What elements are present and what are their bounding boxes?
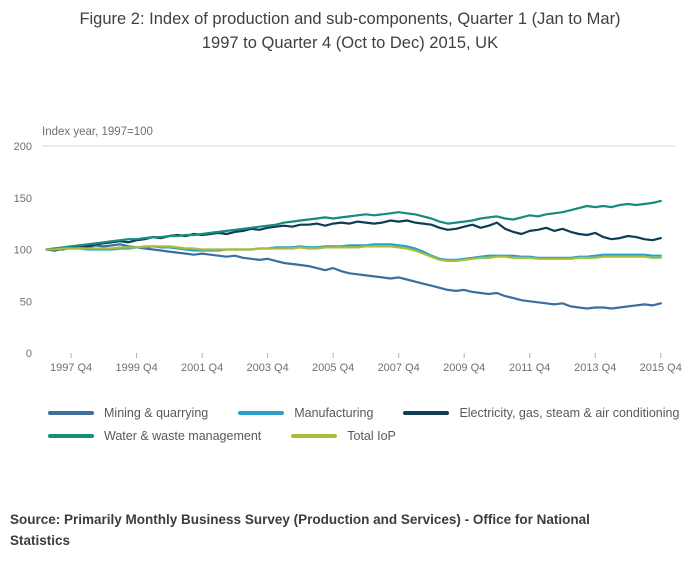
y-axis-unit-label: Index year, 1997=100: [42, 126, 153, 138]
series-line-water-waste-management: [45, 199, 662, 251]
legend-item-manufacturing: Manufacturing: [238, 406, 373, 420]
x-tick-label: 1997 Q4: [50, 362, 92, 374]
series-line-mining-quarrying: [45, 243, 662, 310]
legend-label-water-waste: Water & waste management: [104, 429, 262, 443]
figure-title-line2: 1997 to Quarter 4 (Oct to Dec) 2015, UK: [201, 33, 499, 52]
y-tick-label: 0: [26, 348, 32, 360]
figure-title-line1: Figure 2: Index of production and sub-co…: [79, 10, 621, 28]
legend-label-total-iop: Total IoP: [347, 429, 396, 443]
chart-legend: Mining & quarrying Manufacturing Electri…: [48, 406, 679, 443]
legend-swatch-manufacturing: [238, 411, 285, 415]
legend-item-electricity-gas: Electricity, gas, steam & air conditioni…: [403, 406, 679, 420]
y-tick-label: 50: [20, 296, 32, 308]
x-tick-label: 2013 Q4: [574, 362, 616, 374]
legend-swatch-total-iop: [291, 434, 338, 438]
legend-swatch-electricity-gas: [403, 411, 450, 415]
legend-swatch-mining-quarrying: [48, 411, 94, 415]
y-tick-label: 200: [14, 141, 32, 153]
x-tick-label: 2003 Q4: [247, 362, 289, 374]
legend-label-manufacturing: Manufacturing: [294, 406, 374, 420]
x-tick-label: 2005 Q4: [312, 362, 354, 374]
legend-row-2: Water & waste management Total IoP: [48, 429, 679, 443]
x-tick-label: 2011 Q4: [509, 362, 550, 374]
legend-label-mining-quarrying: Mining & quarrying: [104, 406, 209, 420]
figure-title: Figure 2: Index of production and sub-co…: [0, 8, 700, 56]
legend-item-total-iop: Total IoP: [291, 429, 396, 443]
x-tick-label: 2001 Q4: [181, 362, 223, 374]
legend-item-water-waste: Water & waste management: [48, 429, 261, 443]
x-tick-label: 2015 Q4: [640, 362, 682, 374]
legend-item-mining-quarrying: Mining & quarrying: [48, 406, 208, 420]
y-tick-label: 100: [14, 245, 32, 257]
source-note: Source: Primarily Monthly Business Surve…: [10, 512, 590, 548]
x-tick-label: 1999 Q4: [115, 362, 157, 374]
legend-row-1: Mining & quarrying Manufacturing Electri…: [48, 406, 679, 420]
x-tick-label: 2009 Q4: [443, 362, 485, 374]
y-tick-label: 150: [14, 193, 32, 205]
legend-label-electricity-gas: Electricity, gas, steam & air conditioni…: [459, 406, 680, 420]
x-tick-label: 2007 Q4: [378, 362, 420, 374]
legend-swatch-water-waste: [48, 434, 94, 438]
series-line-total-iop: [45, 245, 662, 262]
